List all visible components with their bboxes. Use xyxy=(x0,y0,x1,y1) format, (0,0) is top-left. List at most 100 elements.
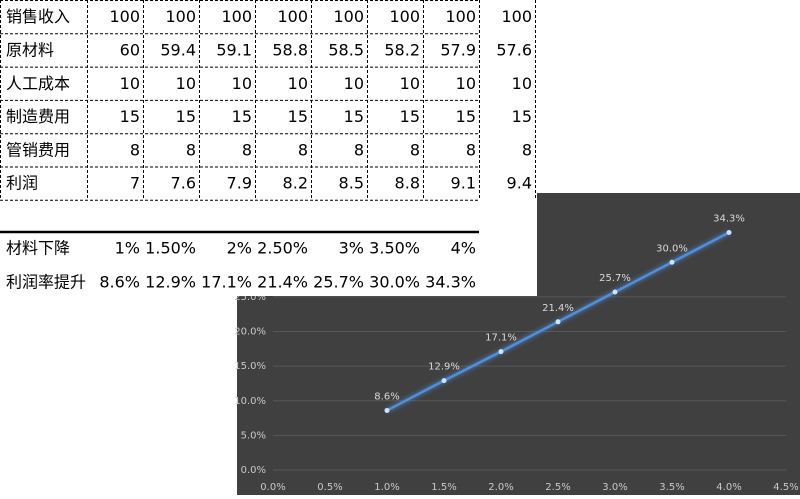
summary-label: 材料下降 xyxy=(6,239,70,258)
cell-value: 9.4 xyxy=(507,174,532,193)
data-label: 17.1% xyxy=(485,333,517,344)
data-label: 25.7% xyxy=(599,273,631,284)
cell-value: 8 xyxy=(242,140,252,159)
summary-value: 34.3% xyxy=(425,273,476,292)
cell-value: 15 xyxy=(288,107,308,126)
cell-value: 100 xyxy=(277,7,308,26)
summary-value: 17.1% xyxy=(201,273,252,292)
x-tick-label: 4.0% xyxy=(716,482,741,493)
y-tick-label: 20.0% xyxy=(234,327,266,338)
cell-value: 58.5 xyxy=(328,40,364,59)
summary-label: 利润率提升 xyxy=(6,273,86,292)
cell-value: 10 xyxy=(400,74,420,93)
x-tick-label: 3.0% xyxy=(602,482,627,493)
cell-value: 100 xyxy=(501,7,532,26)
cell-value: 15 xyxy=(120,107,140,126)
cell-value: 10 xyxy=(288,74,308,93)
row-label: 利润 xyxy=(6,174,38,193)
cell-value: 8 xyxy=(298,140,308,159)
row-label: 销售收入 xyxy=(6,7,70,26)
point xyxy=(669,259,675,265)
x-tick-label: 0.5% xyxy=(317,482,342,493)
cell-value: 8 xyxy=(522,140,532,159)
cell-value: 100 xyxy=(333,7,364,26)
data-label: 21.4% xyxy=(542,303,574,314)
summary-value: 1% xyxy=(115,239,140,258)
y-tick-label: 25.0% xyxy=(234,292,266,303)
y-tick-label: 5.0% xyxy=(241,430,266,441)
cell-value: 8 xyxy=(354,140,364,159)
cell-value: 100 xyxy=(389,7,420,26)
cell-value: 10 xyxy=(456,74,476,93)
cell-value: 100 xyxy=(445,7,476,26)
point xyxy=(384,407,390,413)
summary-value: 25.7% xyxy=(313,273,364,292)
cell-value: 9.1 xyxy=(451,174,476,193)
cell-value: 15 xyxy=(176,107,196,126)
cell-value: 10 xyxy=(512,74,532,93)
summary-value: 21.4% xyxy=(257,273,308,292)
point xyxy=(726,229,732,235)
cell-value: 10 xyxy=(120,74,140,93)
cell-value: 57.6 xyxy=(496,40,532,59)
cell-value: 57.9 xyxy=(440,40,476,59)
cell-value: 8 xyxy=(186,140,196,159)
data-label: 12.9% xyxy=(428,362,460,373)
summary-value: 8.6% xyxy=(99,273,140,292)
data-label: 8.6% xyxy=(374,391,399,402)
cell-value: 15 xyxy=(456,107,476,126)
summary-value: 3% xyxy=(339,239,364,258)
cell-value: 59.4 xyxy=(160,40,196,59)
x-tick-label: 1.0% xyxy=(374,482,399,493)
summary-value: 4% xyxy=(451,239,476,258)
summary-value: 30.0% xyxy=(369,273,420,292)
cell-value: 8.5 xyxy=(339,174,364,193)
y-tick-label: 10.0% xyxy=(234,396,266,407)
data-label: 30.0% xyxy=(656,243,688,254)
cell-value: 8 xyxy=(130,140,140,159)
cell-value: 100 xyxy=(221,7,252,26)
summary-value: 1.50% xyxy=(145,239,196,258)
point xyxy=(498,349,504,355)
x-tick-label: 2.0% xyxy=(488,482,513,493)
x-tick-label: 1.5% xyxy=(431,482,456,493)
cell-value: 10 xyxy=(232,74,252,93)
sheet-background xyxy=(0,0,537,296)
row-label: 制造费用 xyxy=(6,107,70,126)
cell-value: 100 xyxy=(109,7,140,26)
cell-value: 8.2 xyxy=(283,174,308,193)
cell-value: 10 xyxy=(176,74,196,93)
row-label: 原材料 xyxy=(6,40,54,59)
cell-value: 15 xyxy=(512,107,532,126)
x-tick-label: 2.5% xyxy=(545,482,570,493)
cell-value: 15 xyxy=(232,107,252,126)
cell-value: 59.1 xyxy=(216,40,252,59)
cell-value: 8.8 xyxy=(395,174,420,193)
cell-value: 7.9 xyxy=(227,174,252,193)
y-tick-label: 0.0% xyxy=(241,465,266,476)
cell-value: 8 xyxy=(410,140,420,159)
cell-value: 58.8 xyxy=(272,40,308,59)
x-tick-label: 3.5% xyxy=(659,482,684,493)
y-tick-label: 15.0% xyxy=(234,361,266,372)
cell-value: 15 xyxy=(400,107,420,126)
summary-value: 12.9% xyxy=(145,273,196,292)
cell-value: 8 xyxy=(466,140,476,159)
point xyxy=(612,289,618,295)
cell-value: 15 xyxy=(344,107,364,126)
cell-value: 7 xyxy=(130,174,140,193)
spreadsheet: 销售收入 100 100 100 100 100 100 100 100 原材料 60 59.4 59.… xyxy=(0,0,537,296)
cell-value: 10 xyxy=(344,74,364,93)
data-label: 34.3% xyxy=(713,213,745,224)
cell-value: 60 xyxy=(120,40,140,59)
point xyxy=(555,319,561,325)
cell-value: 7.6 xyxy=(171,174,196,193)
summary-value: 3.50% xyxy=(369,239,420,258)
summary-value: 2% xyxy=(227,239,252,258)
x-tick-label: 0.0% xyxy=(260,482,285,493)
cell-value: 100 xyxy=(165,7,196,26)
x-tick-label: 4.5% xyxy=(773,482,798,493)
point xyxy=(441,378,447,384)
row-label: 人工成本 xyxy=(6,74,70,93)
